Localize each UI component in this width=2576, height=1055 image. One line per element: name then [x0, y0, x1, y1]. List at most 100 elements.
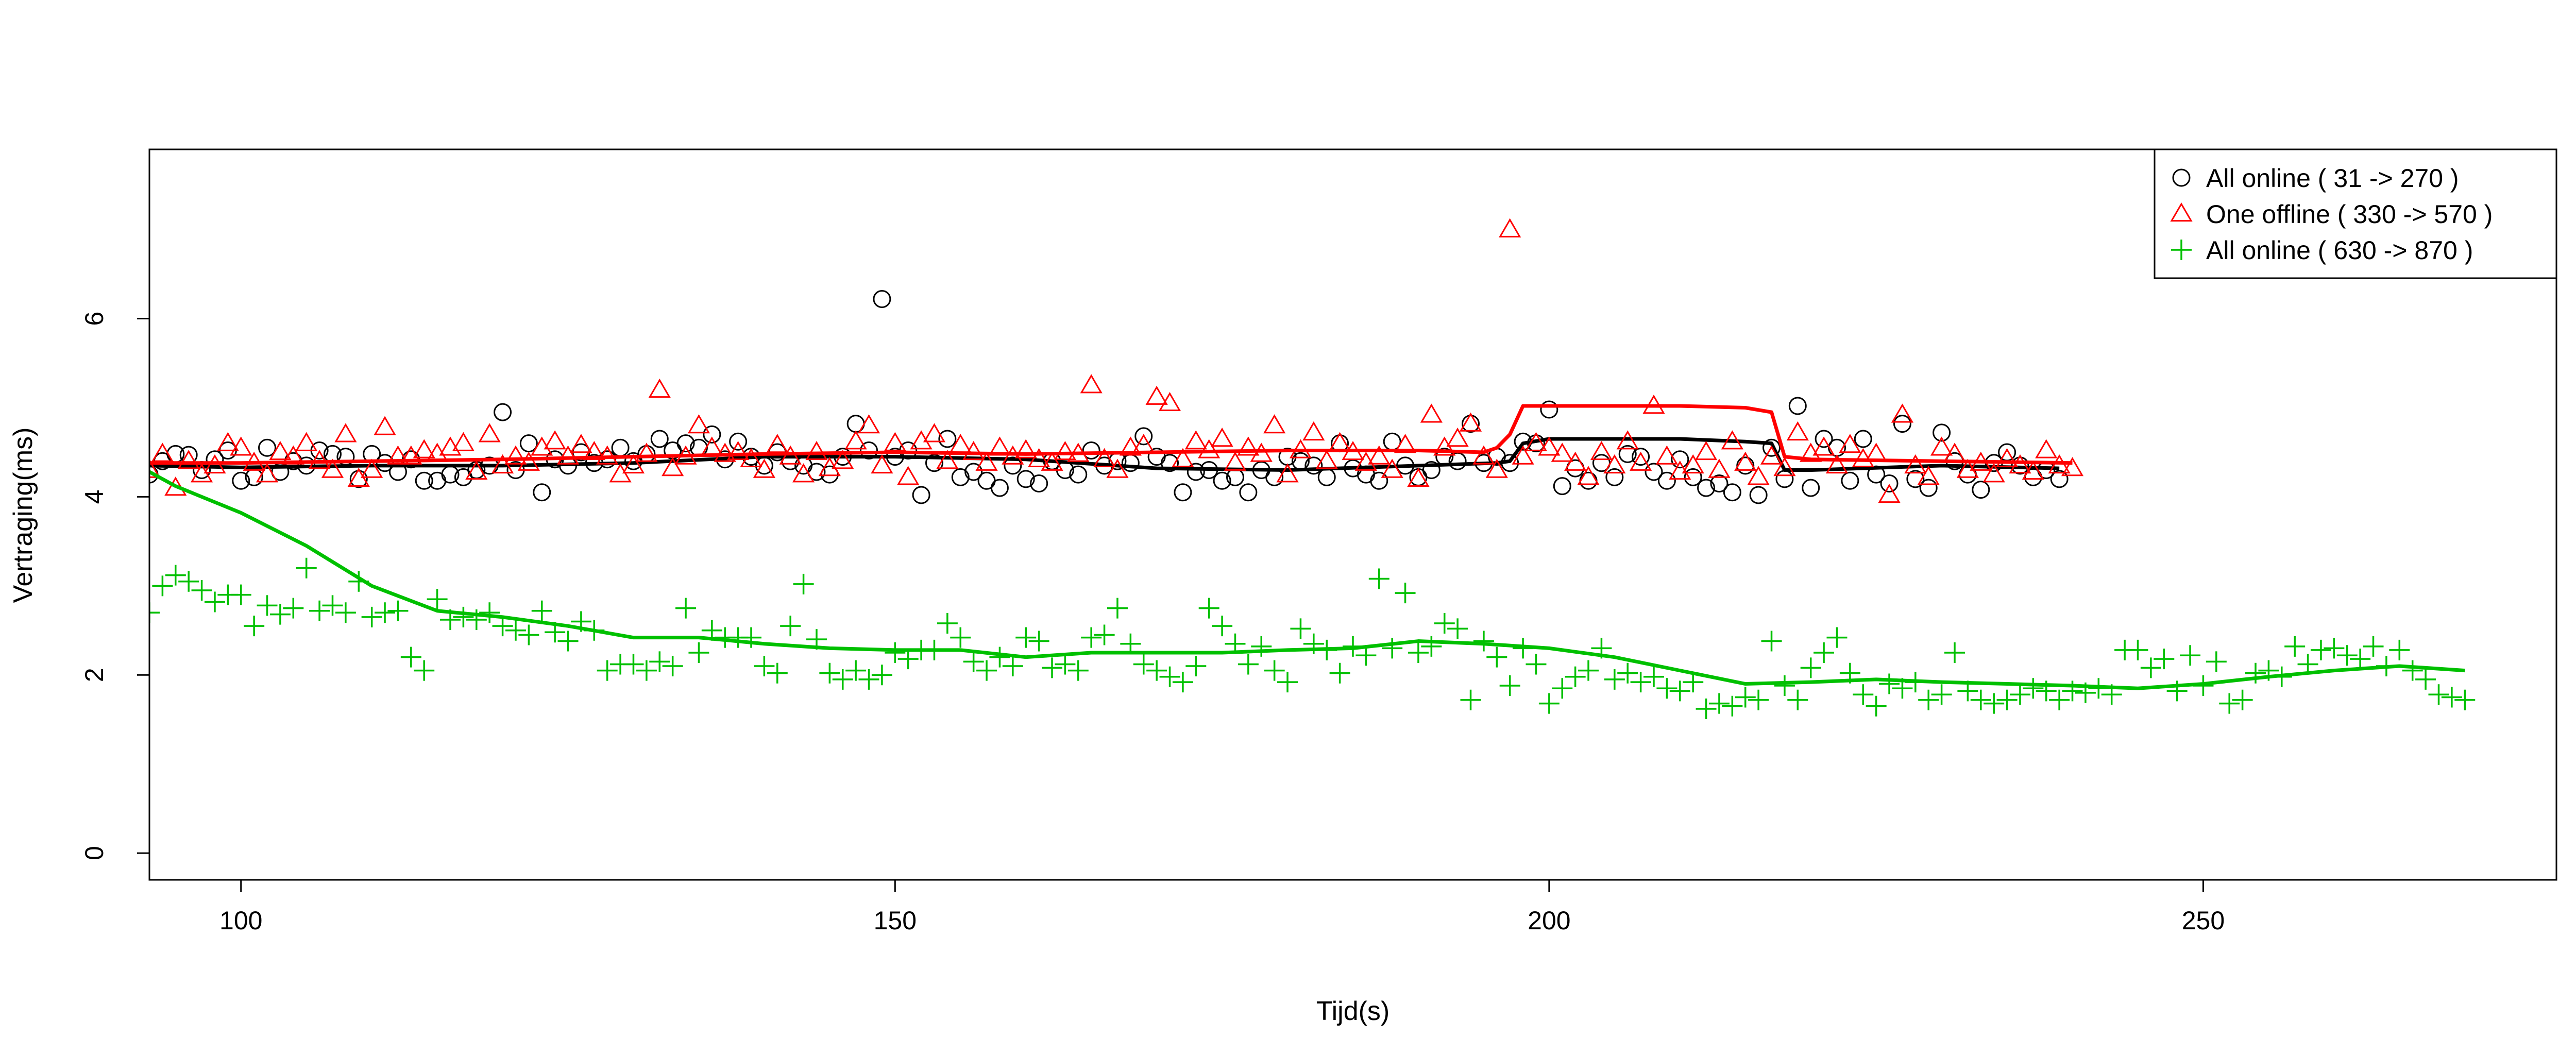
data-point	[374, 416, 396, 435]
data-point	[1107, 598, 1128, 619]
data-point	[1198, 439, 1221, 458]
data-point	[1853, 684, 1874, 705]
legend-marker	[2171, 240, 2192, 260]
data-point	[2009, 684, 2030, 705]
data-point	[544, 430, 566, 450]
data-point	[1185, 655, 1207, 676]
data-point	[1722, 695, 1743, 717]
data-point	[151, 443, 174, 462]
data-point	[1618, 445, 1637, 463]
data-point	[754, 655, 775, 676]
data-point	[1694, 440, 1718, 461]
data-point	[177, 450, 200, 469]
data-point	[2009, 454, 2031, 474]
data-point	[1538, 693, 1560, 714]
data-point	[1854, 430, 1872, 448]
data-point	[1643, 666, 1664, 687]
data-point	[295, 432, 318, 451]
data-point	[2297, 654, 2318, 675]
data-point	[1368, 445, 1391, 465]
data-point	[1187, 463, 1205, 481]
legend-label: One offline ( 330 -> 570 )	[2206, 200, 2493, 229]
data-point	[2061, 457, 2084, 477]
data-point	[479, 602, 500, 623]
data-point	[860, 441, 878, 460]
data-point	[964, 463, 983, 481]
data-point	[1749, 486, 1768, 504]
data-point	[649, 651, 670, 672]
data-point	[885, 642, 906, 663]
data-point	[1553, 477, 1571, 496]
data-point	[1145, 385, 1168, 405]
data-point	[494, 403, 512, 421]
data-point	[256, 463, 279, 483]
data-point	[1067, 660, 1089, 681]
data-point	[962, 440, 985, 461]
data-point	[2402, 660, 2423, 681]
data-point	[1735, 687, 1756, 708]
data-point	[1906, 470, 1925, 488]
data-point	[1839, 434, 1861, 453]
data-point	[975, 451, 998, 471]
data-point	[1891, 403, 1914, 423]
smooth-line	[149, 404, 2073, 465]
data-point	[2232, 689, 2253, 710]
data-point	[1630, 672, 1651, 693]
data-point	[505, 620, 526, 641]
data-point	[1655, 445, 1678, 465]
data-point	[1368, 568, 1389, 589]
data-point	[1041, 451, 1063, 471]
data-point	[857, 414, 880, 434]
x-tick-label: 250	[2182, 906, 2225, 935]
data-point	[1251, 636, 1272, 657]
data-point	[714, 443, 736, 462]
plot-area	[149, 218, 2476, 719]
data-point	[258, 438, 277, 457]
data-point	[1590, 440, 1613, 461]
data-point	[2035, 439, 2058, 458]
data-point	[1603, 454, 1626, 474]
data-point	[1800, 657, 1821, 678]
data-point	[427, 589, 448, 610]
data-point	[1028, 448, 1050, 467]
data-point	[676, 434, 695, 453]
data-point	[1972, 481, 1990, 499]
data-point	[178, 571, 199, 592]
data-point	[191, 580, 212, 601]
data-point	[570, 434, 592, 453]
data-point	[518, 624, 539, 645]
data-point	[1263, 414, 1286, 434]
data-point	[740, 448, 762, 467]
data-point	[1264, 660, 1285, 681]
data-point	[1302, 421, 1325, 441]
data-point	[1917, 466, 1940, 485]
data-point	[2022, 461, 2044, 480]
data-point	[844, 430, 867, 450]
data-point	[871, 665, 892, 686]
legend-marker	[2170, 202, 2193, 222]
data-point	[269, 440, 292, 461]
data-point	[1381, 458, 1403, 478]
data-point	[1119, 436, 1142, 456]
data-point	[2050, 470, 2069, 488]
data-point	[1002, 655, 1023, 676]
data-point	[1290, 618, 1311, 639]
data-point	[2284, 636, 2306, 657]
data-point	[1015, 627, 1037, 648]
data-point	[1512, 445, 1534, 465]
data-point	[1669, 680, 1690, 702]
data-point	[1682, 454, 1704, 474]
data-point	[386, 445, 410, 465]
y-tick-label: 4	[80, 490, 109, 504]
data-point	[1788, 397, 1807, 415]
data-point	[1146, 660, 1167, 681]
data-point	[1446, 428, 1469, 447]
data-point	[622, 454, 645, 474]
data-point	[2219, 693, 2240, 714]
data-point	[623, 654, 644, 675]
data-point	[1893, 415, 1911, 433]
data-point	[597, 660, 618, 681]
data-point	[688, 642, 709, 663]
data-point	[805, 440, 828, 461]
data-point	[1708, 693, 1730, 714]
